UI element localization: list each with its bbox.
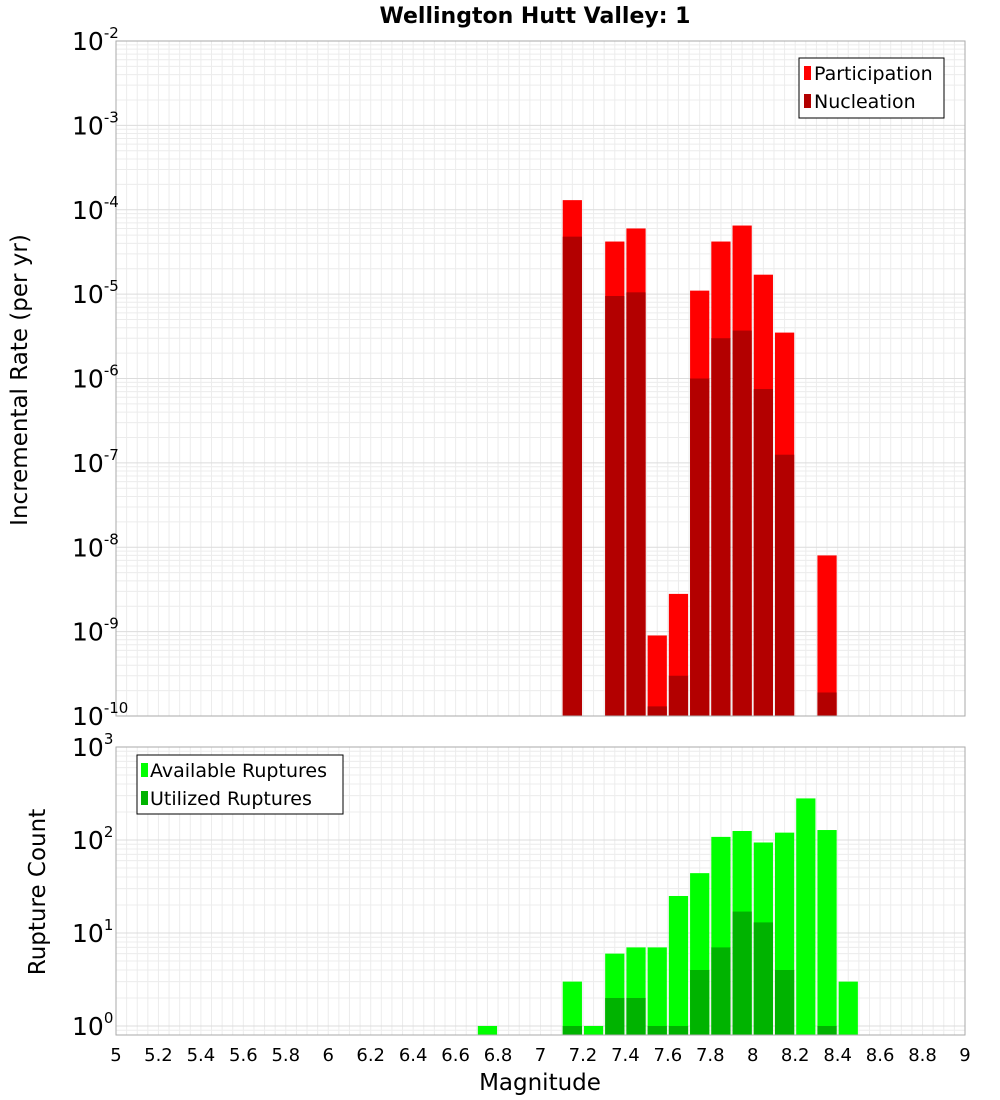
bar-available-ruptures xyxy=(668,895,689,1035)
y-tick-label: 101 xyxy=(72,916,113,948)
bar-nucleation xyxy=(605,296,625,716)
x-tick-label: 5.4 xyxy=(187,1045,216,1066)
y-tick-label: 103 xyxy=(72,730,113,762)
bar-available-ruptures xyxy=(838,981,858,1035)
x-tick-label: 8.6 xyxy=(866,1045,895,1066)
bar-available-ruptures xyxy=(817,830,837,1035)
bar-utilized-ruptures xyxy=(817,1025,837,1035)
x-tick-label: 6 xyxy=(323,1045,334,1066)
bar-nucleation xyxy=(626,292,646,716)
bar-available-ruptures xyxy=(583,1025,604,1035)
y-tick-label: 100 xyxy=(72,1009,113,1041)
bar-available-ruptures xyxy=(796,798,816,1035)
legend-swatch-nucleation xyxy=(804,94,811,108)
x-tick-label: 7.4 xyxy=(611,1045,640,1066)
top-bars xyxy=(562,200,837,717)
bar-available-ruptures xyxy=(562,981,582,1035)
y-tick-label: 10-3 xyxy=(72,108,119,140)
bar-utilized-ruptures xyxy=(562,1025,582,1035)
bar-nucleation xyxy=(647,706,667,716)
bottom-y-axis-label: Rupture Count xyxy=(25,809,51,975)
y-tick-label: 10-10 xyxy=(72,699,128,731)
bottom-y-tick-labels: 100 101 102 103 xyxy=(72,730,113,1041)
legend-label-nucleation: Nucleation xyxy=(814,91,916,113)
bar-nucleation xyxy=(668,675,689,716)
bottom-legend-box xyxy=(136,754,344,815)
x-tick-label: 5.2 xyxy=(144,1045,173,1066)
x-tick-label: 8.2 xyxy=(781,1045,810,1066)
bar-utilized-ruptures xyxy=(626,997,646,1035)
bar-utilized-ruptures xyxy=(753,922,773,1035)
x-tick-label: 6.8 xyxy=(484,1045,513,1066)
legend-swatch-utilized xyxy=(141,791,148,805)
y-tick-label: 102 xyxy=(72,823,113,855)
top-legend-box xyxy=(798,57,945,119)
x-tick-label: 6.6 xyxy=(441,1045,470,1066)
x-tick-labels: 5 5.2 5.4 5.6 5.8 6 6.2 6.4 6.6 6.8 7 7.2 7.4 7.6 7.8 8… xyxy=(110,1045,970,1066)
bar-nucleation xyxy=(690,378,710,716)
top-plot-frame xyxy=(115,40,966,717)
bar-available-ruptures xyxy=(647,947,667,1035)
bar-utilized-ruptures xyxy=(774,969,795,1035)
bar-utilized-ruptures xyxy=(668,1025,689,1035)
y-tick-label: 10-6 xyxy=(72,362,119,394)
top-y-axis-label: Incremental Rate (per yr) xyxy=(7,234,33,526)
legend-swatch-participation xyxy=(804,66,811,80)
chart-title: Wellington Hutt Valley: 1 xyxy=(380,4,691,29)
x-tick-label: 8.8 xyxy=(908,1045,937,1066)
bottom-legend: Available Ruptures Utilized Ruptures xyxy=(136,754,344,815)
bar-nucleation xyxy=(711,338,731,716)
x-tick-label: 6.4 xyxy=(399,1045,428,1066)
legend-label-utilized: Utilized Ruptures xyxy=(150,788,312,810)
x-tick-label: 7.2 xyxy=(569,1045,598,1066)
bar-nucleation xyxy=(732,330,752,716)
x-tick-label: 7 xyxy=(535,1045,546,1066)
bar-utilized-ruptures xyxy=(732,911,752,1035)
y-tick-label: 10-5 xyxy=(72,277,119,309)
x-tick-label: 5.6 xyxy=(229,1045,258,1066)
x-axis-label: Magnitude xyxy=(479,1070,601,1096)
x-tick-label: 9 xyxy=(959,1045,970,1066)
bar-nucleation xyxy=(562,236,582,716)
y-tick-label: 10-9 xyxy=(72,615,119,647)
legend-label-participation: Participation xyxy=(814,63,933,85)
bar-utilized-ruptures xyxy=(647,1025,667,1035)
bar-participation xyxy=(817,555,837,716)
bar-available-ruptures xyxy=(477,1025,498,1035)
x-tick-label: 8 xyxy=(747,1045,758,1066)
top-y-tick-labels: 10-10 10-9 10-8 10-7 10-6 10-5 10-4 10-3 10-2 xyxy=(72,24,128,731)
x-tick-label: 5.8 xyxy=(271,1045,300,1066)
legend-label-available: Available Ruptures xyxy=(150,760,327,782)
y-tick-label: 10-2 xyxy=(72,24,119,56)
bottom-plot-panel: 100 101 102 103 5 5.2 5.4 5.6 5.8 6 6.2 6.4 6.6 6.8 7… xyxy=(25,730,971,1096)
top-grid xyxy=(115,41,966,717)
bar-utilized-ruptures xyxy=(605,997,625,1035)
x-tick-label: 5 xyxy=(110,1045,121,1066)
bottom-plot-frame xyxy=(115,746,966,1036)
bottom-bars xyxy=(477,798,858,1035)
bar-nucleation xyxy=(817,692,837,716)
x-tick-label: 6.2 xyxy=(356,1045,385,1066)
x-tick-label: 7.6 xyxy=(654,1045,683,1066)
legend-swatch-available xyxy=(141,763,148,777)
y-tick-label: 10-8 xyxy=(72,530,119,562)
bar-participation xyxy=(647,635,667,716)
bar-nucleation xyxy=(774,454,795,716)
bar-nucleation xyxy=(753,389,773,716)
y-tick-label: 10-4 xyxy=(72,193,119,225)
top-plot-panel: 10-10 10-9 10-8 10-7 10-6 10-5 10-4 10-3 10-2 In… xyxy=(7,24,966,731)
y-tick-label: 10-7 xyxy=(72,446,119,478)
x-tick-label: 7.8 xyxy=(696,1045,725,1066)
x-tick-label: 8.4 xyxy=(823,1045,852,1066)
bar-utilized-ruptures xyxy=(690,969,710,1035)
bar-utilized-ruptures xyxy=(711,947,731,1035)
top-legend: Participation Nucleation xyxy=(798,57,945,119)
